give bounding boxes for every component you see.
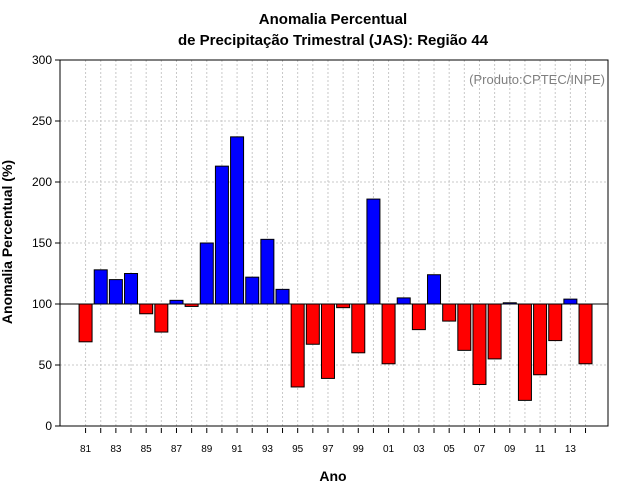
x-tick-label: 91 [232, 444, 244, 455]
x-tick-label: 07 [474, 444, 486, 455]
bar-10 [517, 303, 532, 401]
bar-98 [336, 303, 351, 309]
y-tick-label: 250 [32, 114, 52, 128]
y-axis-title: Anomalia Percentual (%) [0, 160, 15, 324]
bar-03 [411, 303, 426, 331]
y-tick-label: 150 [32, 236, 52, 250]
y-tick-label: 200 [32, 175, 52, 189]
bar-97 [320, 303, 335, 379]
x-tick-label: 85 [141, 444, 153, 455]
bar-82 [93, 269, 108, 305]
x-tick-label: 83 [110, 444, 122, 455]
bar-04 [427, 274, 442, 305]
bar-14 [578, 303, 593, 365]
x-tick-label: 87 [171, 444, 183, 455]
chart-title-line-1: Anomalia Percentual [259, 11, 407, 28]
y-tick-label: 100 [32, 297, 52, 311]
bar-08 [487, 303, 502, 360]
bar-95 [290, 303, 305, 388]
bar-96 [305, 303, 320, 345]
x-tick-label: 09 [504, 444, 516, 455]
grid [60, 60, 608, 426]
bar-91 [230, 136, 245, 305]
bar-99 [351, 303, 366, 354]
bar-85 [139, 303, 154, 315]
bar-05 [442, 303, 457, 322]
x-tick-label: 93 [262, 444, 274, 455]
bar-07 [472, 303, 487, 386]
x-tick-label: 95 [292, 444, 304, 455]
x-tick-label: 97 [322, 444, 334, 455]
y-axis: 0 50 100 150 200 250 300 [32, 53, 60, 433]
bar-89 [199, 242, 214, 305]
x-tick-label: 05 [444, 444, 456, 455]
bars [78, 136, 593, 401]
bar-84 [124, 273, 139, 305]
bar-13 [563, 298, 578, 305]
y-tick-label: 0 [45, 419, 52, 433]
bar-83 [108, 279, 123, 305]
x-axis-title: Ano [319, 468, 346, 484]
x-axis: 81 83 85 87 89 91 93 95 97 99 01 03 05 07 09 11 13 [80, 428, 587, 455]
bar-02 [396, 297, 411, 305]
x-tick-label: 89 [201, 444, 213, 455]
y-tick-label: 300 [32, 53, 52, 67]
bar-94 [275, 288, 290, 305]
x-tick-label: 99 [353, 444, 365, 455]
chart-title-line-2: de Precipitação Trimestral (JAS): Região… [178, 32, 489, 49]
bar-90 [214, 165, 229, 305]
bar-81 [78, 303, 93, 343]
bar-87 [169, 299, 184, 305]
bar-92 [245, 276, 260, 305]
bar-93 [260, 238, 275, 305]
bar-00 [366, 198, 381, 305]
y-tick-label: 50 [39, 358, 53, 372]
credit-label: (Produto:CPTEC/INPE) [469, 72, 605, 87]
x-tick-label: 01 [383, 444, 395, 455]
bar-86 [154, 303, 169, 333]
x-tick-label: 81 [80, 444, 92, 455]
x-tick-label: 11 [535, 444, 546, 455]
bar-12 [548, 303, 563, 342]
x-tick-label: 03 [413, 444, 425, 455]
bar-06 [457, 303, 472, 351]
bar-11 [533, 303, 548, 376]
bar-01 [381, 303, 396, 365]
x-tick-label: 13 [565, 444, 577, 455]
